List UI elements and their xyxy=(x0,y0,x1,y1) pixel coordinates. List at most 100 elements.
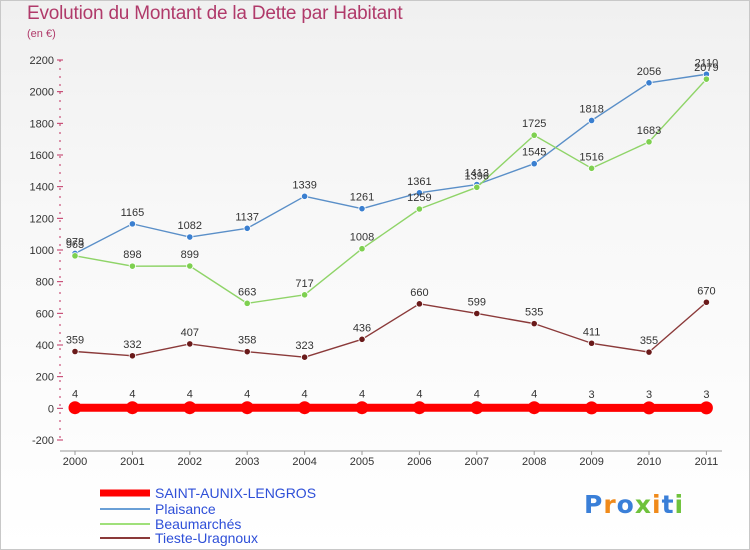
data-point xyxy=(412,401,426,415)
data-point xyxy=(527,401,541,415)
data-point xyxy=(300,353,309,361)
data-point xyxy=(473,183,481,191)
legend-label-1: Plaisance xyxy=(155,501,216,517)
logo-letter: i xyxy=(652,490,662,519)
axes: -200 0 200 400 600 800 1000 1200 1400 1600 1800 200… xyxy=(30,55,722,468)
y-tick-label: 200 xyxy=(36,372,54,384)
x-tick-label: 2010 xyxy=(637,456,661,468)
data-label: 1545 xyxy=(522,147,546,159)
x-tick-label: 2003 xyxy=(235,456,259,468)
data-label: 4 xyxy=(187,389,193,401)
y-tick-label: 2200 xyxy=(30,55,54,67)
logo-letter: x xyxy=(634,490,652,519)
data-point xyxy=(645,79,653,87)
data-label: 1137 xyxy=(235,211,259,223)
x-tick-label: 2008 xyxy=(522,456,546,468)
data-label: 1008 xyxy=(350,232,374,244)
y-tick-label: 1000 xyxy=(30,245,54,257)
y-tick-label: 0 xyxy=(48,403,54,415)
data-point xyxy=(358,335,366,343)
data-point xyxy=(702,75,711,83)
data-point xyxy=(530,160,538,168)
data-point xyxy=(473,309,481,318)
data-point xyxy=(243,348,251,356)
y-tick-label: 1400 xyxy=(30,182,54,194)
data-label: 436 xyxy=(353,322,371,334)
data-point xyxy=(415,205,423,213)
data-point xyxy=(358,205,366,213)
legend: SAINT-AUNIX-LENGROSPlaisanceBeaumarchésT… xyxy=(100,485,316,546)
x-tick-label: 2011 xyxy=(695,456,719,468)
y-tick-label: 1600 xyxy=(30,150,54,162)
data-point xyxy=(699,401,713,415)
data-point xyxy=(587,339,596,347)
data-label: 1725 xyxy=(522,118,546,130)
data-point xyxy=(415,300,423,308)
data-label: 1261 xyxy=(350,192,374,204)
data-label: 2079 xyxy=(694,62,718,74)
data-point xyxy=(125,401,139,415)
data-label: 4 xyxy=(129,389,135,401)
y-tick-label: 1200 xyxy=(30,213,54,225)
data-label: 899 xyxy=(181,249,199,261)
logo-letter: t xyxy=(661,490,675,519)
legend-label-0: SAINT-AUNIX-LENGROS xyxy=(155,485,316,501)
series-layer xyxy=(68,70,713,415)
x-tick-label: 2001 xyxy=(120,456,144,468)
data-label: 670 xyxy=(697,285,715,297)
data-label: 535 xyxy=(525,307,543,319)
data-point xyxy=(470,401,484,415)
data-point xyxy=(186,233,194,241)
x-tick-label: 2005 xyxy=(350,456,374,468)
y-tick-label: 2000 xyxy=(30,87,54,99)
data-point xyxy=(355,401,369,415)
data-point xyxy=(128,220,136,228)
data-point xyxy=(68,401,82,415)
data-label: 4 xyxy=(302,389,308,401)
series-line-3 xyxy=(74,301,707,358)
x-tick-label: 2004 xyxy=(292,456,316,468)
data-label: 898 xyxy=(123,249,141,261)
y-tick-label: -200 xyxy=(32,435,54,447)
data-point xyxy=(183,401,197,415)
x-tick-label: 2002 xyxy=(178,456,202,468)
data-point xyxy=(585,401,599,415)
data-label: 407 xyxy=(181,327,199,339)
proxiti-logo: Proxiti xyxy=(584,490,684,519)
data-label: 355 xyxy=(640,335,658,347)
y-tick-label: 400 xyxy=(36,340,54,352)
data-label: 4 xyxy=(72,389,78,401)
data-label: 4 xyxy=(416,389,422,401)
data-label: 1259 xyxy=(407,192,431,204)
data-point xyxy=(71,252,79,260)
data-label: 359 xyxy=(66,334,84,346)
data-point xyxy=(243,299,251,307)
data-labels: 4 4 4 4 4 4 4 4 4 3 3 3 978 1165 1082 1137 1339 1261 1361 1… xyxy=(66,57,719,401)
data-point xyxy=(415,189,423,197)
series-line-1 xyxy=(74,73,707,255)
data-label: 1165 xyxy=(121,207,145,219)
data-point xyxy=(530,131,538,139)
data-point xyxy=(358,245,366,253)
chart-subtitle: (en €) xyxy=(27,28,56,40)
y-tick-label: 1800 xyxy=(30,118,54,130)
legend-label-2: Beaumarchés xyxy=(155,516,241,532)
data-label: 411 xyxy=(583,326,601,338)
x-tick-label: 2007 xyxy=(465,456,489,468)
data-point xyxy=(243,224,251,232)
data-point xyxy=(530,320,538,328)
data-label: 3 xyxy=(703,389,709,401)
x-tick-label: 2000 xyxy=(63,456,87,468)
data-label: 4 xyxy=(531,389,537,401)
data-label: 1683 xyxy=(637,125,661,137)
logo-letter: o xyxy=(616,490,635,519)
data-label: 1516 xyxy=(579,151,603,163)
data-point xyxy=(128,262,136,270)
legend-label-3: Tieste-Uragnoux xyxy=(155,530,258,546)
data-label: 1396 xyxy=(465,170,489,182)
data-label: 4 xyxy=(474,389,480,401)
chart-title: Evolution du Montant de la Dette par Hab… xyxy=(27,3,403,24)
data-point xyxy=(128,352,136,360)
